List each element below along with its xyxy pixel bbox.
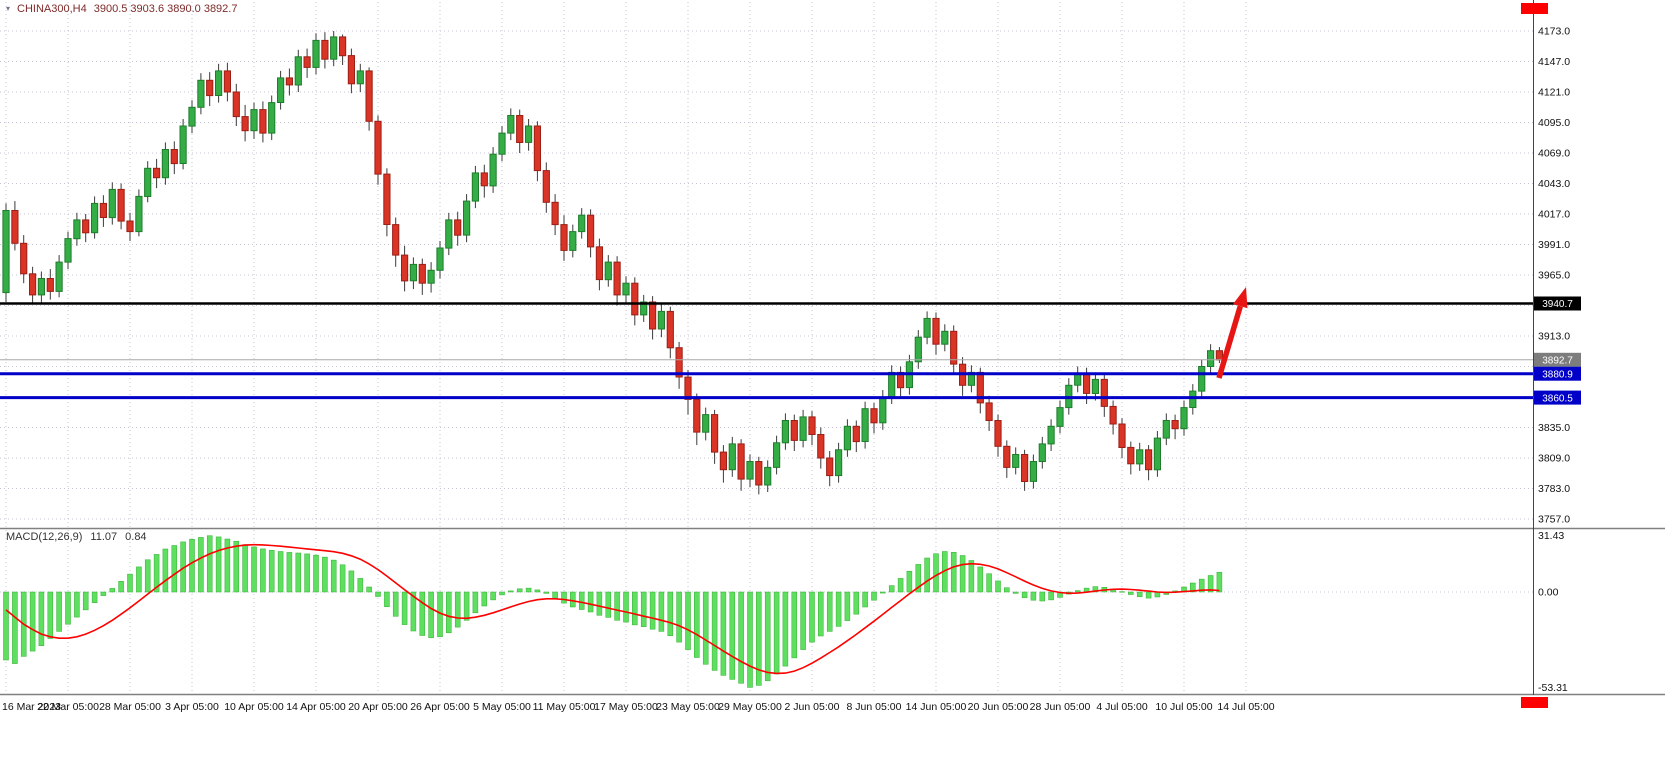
dropdown-arrow-icon: ▾ bbox=[6, 4, 11, 13]
price-badges: 3940.7 3892.7 3880.9 3860.5 bbox=[1534, 296, 1581, 405]
svg-text:8 Jun 05:00: 8 Jun 05:00 bbox=[847, 701, 902, 713]
svg-text:-53.31: -53.31 bbox=[1538, 682, 1568, 694]
svg-text:29 May 05:00: 29 May 05:00 bbox=[718, 701, 782, 713]
svg-text:14 Jun 05:00: 14 Jun 05:00 bbox=[906, 701, 967, 713]
svg-text:4017.0: 4017.0 bbox=[1538, 209, 1570, 221]
svg-text:4 Jul 05:00: 4 Jul 05:00 bbox=[1096, 701, 1148, 713]
svg-text:3892.7: 3892.7 bbox=[1542, 356, 1573, 367]
svg-text:5 May 05:00: 5 May 05:00 bbox=[473, 701, 531, 713]
svg-text:3913.0: 3913.0 bbox=[1538, 331, 1570, 343]
price-gridlines bbox=[0, 30, 1533, 520]
svg-text:4043.0: 4043.0 bbox=[1538, 178, 1570, 190]
macd-signal-value: 0.84 bbox=[125, 531, 147, 543]
svg-text:20 Apr 05:00: 20 Apr 05:00 bbox=[348, 701, 408, 713]
symbol-period-label: CHINA300,H4 bbox=[17, 3, 87, 15]
macd-histogram bbox=[3, 535, 1223, 688]
svg-text:3860.5: 3860.5 bbox=[1542, 393, 1573, 404]
svg-text:4147.0: 4147.0 bbox=[1538, 56, 1570, 68]
price-level-lines[interactable] bbox=[0, 302, 1533, 400]
svg-text:10 Apr 05:00: 10 Apr 05:00 bbox=[224, 701, 284, 713]
svg-text:3991.0: 3991.0 bbox=[1538, 239, 1570, 251]
svg-text:0.00: 0.00 bbox=[1538, 587, 1559, 599]
price-axis[interactable]: 4173.0 4147.0 4121.0 4095.0 4069.0 4043.0 4017… bbox=[1538, 26, 1570, 526]
ohlc-values: 3900.5 3903.6 3890.0 3892.7 bbox=[93, 3, 238, 15]
candles bbox=[2, 31, 1224, 495]
svg-text:26 Apr 05:00: 26 Apr 05:00 bbox=[410, 701, 470, 713]
svg-text:28 Jun 05:00: 28 Jun 05:00 bbox=[1030, 701, 1091, 713]
svg-text:4173.0: 4173.0 bbox=[1538, 26, 1570, 38]
svg-text:17 May 05:00: 17 May 05:00 bbox=[594, 701, 658, 713]
svg-text:14 Jul 05:00: 14 Jul 05:00 bbox=[1217, 701, 1274, 713]
svg-text:3965.0: 3965.0 bbox=[1538, 270, 1570, 282]
svg-text:11 May 05:00: 11 May 05:00 bbox=[533, 701, 596, 713]
symbol-ohlc-label: ▾ CHINA300,H4 3900.5 3903.6 3890.0 3892.… bbox=[6, 3, 237, 15]
svg-text:4095.0: 4095.0 bbox=[1538, 117, 1570, 129]
svg-text:16 Mar 2023: 16 Mar 2023 bbox=[2, 701, 61, 713]
svg-text:4069.0: 4069.0 bbox=[1538, 148, 1570, 160]
macd-signal-line bbox=[5, 543, 1220, 675]
svg-text:14 Apr 05:00: 14 Apr 05:00 bbox=[286, 701, 346, 713]
svg-text:28 Mar 05:00: 28 Mar 05:00 bbox=[99, 701, 161, 713]
macd-name: MACD(12,26,9) bbox=[6, 531, 83, 543]
red-corner-markers bbox=[1521, 3, 1548, 708]
svg-text:3809.0: 3809.0 bbox=[1538, 453, 1570, 465]
svg-text:3757.0: 3757.0 bbox=[1538, 514, 1570, 526]
svg-text:3783.0: 3783.0 bbox=[1538, 483, 1570, 495]
arrow-annotation[interactable] bbox=[1216, 287, 1248, 379]
svg-text:23 May 05:00: 23 May 05:00 bbox=[656, 701, 720, 713]
macd-main-value: 11.07 bbox=[90, 531, 118, 543]
svg-text:3880.9: 3880.9 bbox=[1542, 369, 1573, 380]
svg-text:20 Jun 05:00: 20 Jun 05:00 bbox=[968, 701, 1029, 713]
macd-indicator-label: MACD(12,26,9) 11.07 0.84 bbox=[6, 531, 147, 543]
svg-text:31.43: 31.43 bbox=[1538, 530, 1564, 542]
svg-text:3 Apr 05:00: 3 Apr 05:00 bbox=[165, 701, 219, 713]
svg-text:22 Mar 05:00: 22 Mar 05:00 bbox=[37, 701, 99, 713]
macd-axis[interactable]: 31.43 0.00 -53.31 bbox=[1538, 530, 1568, 694]
svg-text:4121.0: 4121.0 bbox=[1538, 87, 1570, 99]
svg-text:3835.0: 3835.0 bbox=[1538, 422, 1570, 434]
svg-text:3940.7: 3940.7 bbox=[1542, 299, 1573, 310]
svg-text:10 Jul 05:00: 10 Jul 05:00 bbox=[1155, 701, 1212, 713]
svg-text:2 Jun 05:00: 2 Jun 05:00 bbox=[785, 701, 840, 713]
